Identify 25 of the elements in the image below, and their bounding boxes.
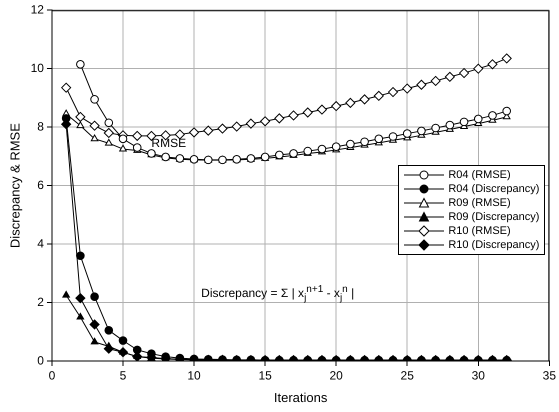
y-tick-label: 12: [30, 2, 44, 17]
legend-label: R10 (RMSE): [448, 225, 511, 238]
legend-label: R09 (Discrepancy): [448, 211, 540, 224]
y-axis-title: Discrepancy & RMSE: [7, 122, 22, 248]
x-tick-label: 35: [542, 368, 556, 383]
annotation: RMSE: [151, 136, 186, 150]
y-tick-label: 2: [37, 294, 44, 309]
legend-label: R04 (Discrepancy): [448, 183, 540, 196]
legend-label: R10 (Discrepancy): [448, 239, 540, 252]
y-tick-label: 8: [37, 119, 44, 134]
x-axis-title: Iterations: [274, 390, 328, 405]
annotation: Discrepancy = Σ | x$_{j}$$^{n+1}$ - x$_{j}$$^{n}$ |: [201, 284, 354, 304]
x-tick-label: 5: [120, 368, 127, 383]
y-tick-label: 0: [37, 353, 44, 368]
x-tick-label: 30: [472, 368, 486, 383]
y-tick-label: 10: [30, 60, 44, 75]
x-tick-label: 25: [400, 368, 414, 383]
x-tick-label: 0: [48, 368, 56, 383]
x-tick-label: 20: [329, 368, 344, 383]
x-tick-label: 10: [187, 368, 202, 383]
x-tick-label: 15: [258, 368, 272, 383]
y-tick-label: 4: [37, 236, 44, 250]
legend-label: R04 (RMSE): [448, 169, 511, 182]
legend-label: R09 (RMSE): [448, 197, 511, 210]
y-tick-label: 6: [37, 178, 44, 192]
